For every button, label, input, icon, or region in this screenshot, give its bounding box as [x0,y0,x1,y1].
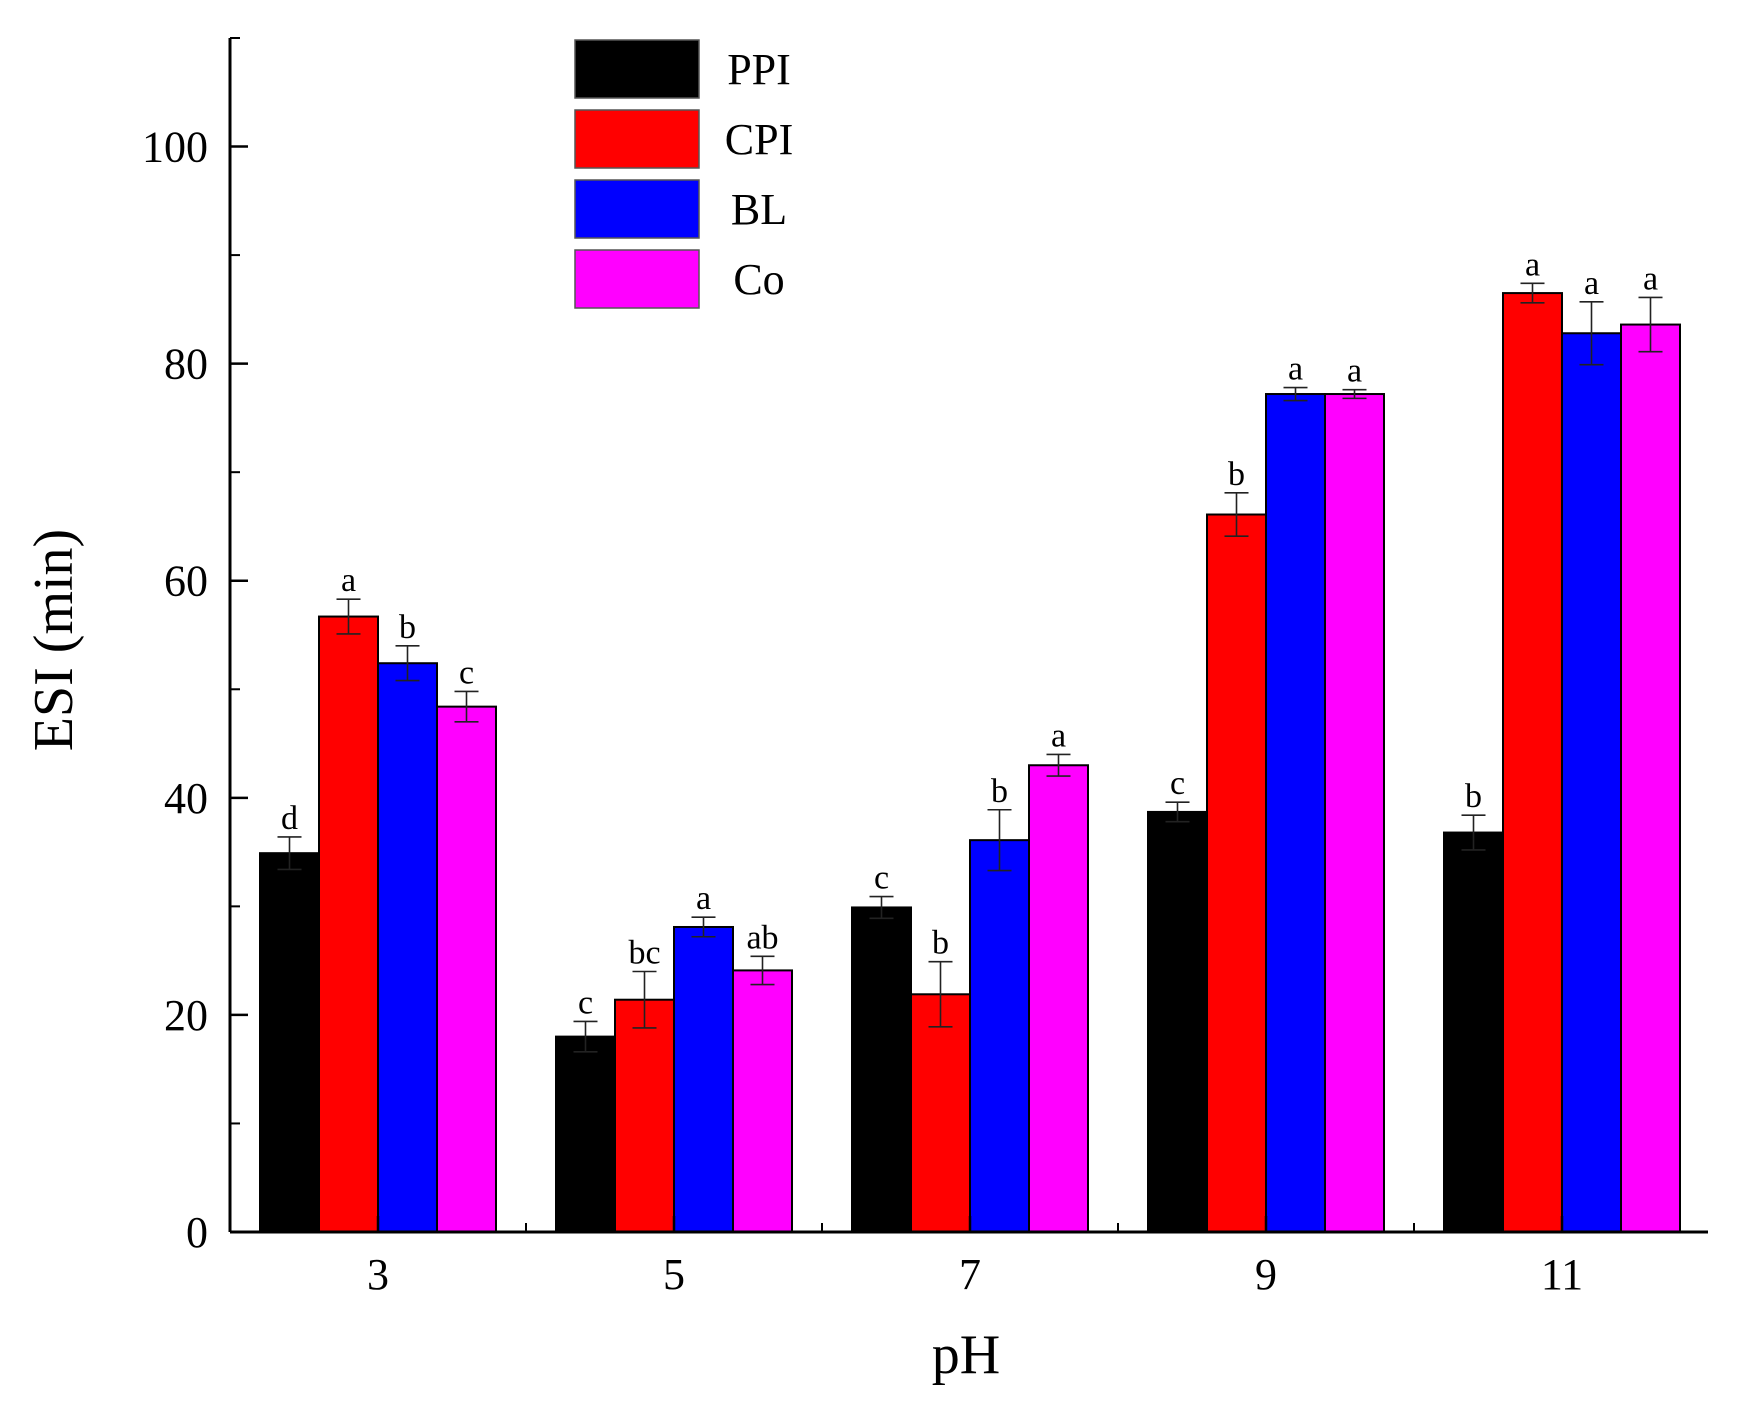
legend-swatch-co [574,249,700,309]
legend-swatch-ppi [574,39,700,99]
error-bar-bl-ph-7 [987,808,1012,872]
error-bar-cpi-ph-11 [1520,282,1545,304]
error-bar-bl-ph-11 [1579,300,1604,366]
x-tick-label-9: 9 [1255,1250,1277,1299]
significance-label-co-ph-11: a [1643,260,1658,297]
error-bar-co-ph-11 [1638,296,1663,353]
bar-co-ph-11 [1620,323,1681,1233]
significance-label-ppi-ph-3: d [281,800,298,837]
y-tick-label: 40 [164,774,208,823]
legend-label-cpi: CPI [725,115,793,164]
error-bar-bl-ph-9 [1283,386,1308,402]
legend-item-ppi: PPI [574,39,791,99]
significance-label-co-ph-9: a [1347,353,1362,390]
x-axis-title: pH [932,1324,1000,1386]
bar-ppi-ph-7 [851,906,912,1233]
x-tick-label-7: 7 [959,1250,981,1299]
error-bar-cpi-ph-9 [1224,492,1249,538]
y-tick-label: 0 [186,1208,208,1257]
y-tick-label: 80 [164,340,208,389]
bar-ppi-ph-11 [1443,831,1504,1233]
bar-bl-ph-3 [377,662,438,1233]
error-bar-ppi-ph-11 [1461,814,1486,851]
y-tick-label: 100 [142,123,208,172]
error-bar-ppi-ph-5 [573,1020,598,1053]
bar-cpi-ph-7 [910,993,971,1233]
x-tick-label-5: 5 [663,1250,685,1299]
significance-label-bl-ph-9: a [1288,351,1303,388]
significance-label-cpi-ph-5: bc [628,934,660,971]
bar-ppi-ph-9 [1147,810,1208,1233]
bar-cpi-ph-9 [1206,513,1267,1233]
significance-label-bl-ph-3: b [399,609,416,646]
error-bar-co-ph-3 [454,690,479,723]
legend-label-ppi: PPI [727,45,791,94]
x-tick-label-11: 11 [1541,1250,1583,1299]
error-bar-ppi-ph-7 [869,895,894,920]
bar-bl-ph-11 [1561,332,1622,1233]
significance-label-ppi-ph-7: c [874,860,889,897]
bar-bl-ph-9 [1265,393,1326,1233]
significance-label-cpi-ph-9: b [1228,456,1245,493]
error-bar-co-ph-9 [1342,388,1367,400]
legend-item-bl: BL [574,179,787,239]
significance-label-bl-ph-7: b [991,773,1008,810]
error-bar-cpi-ph-7 [928,960,953,1028]
significance-label-cpi-ph-11: a [1525,246,1540,283]
error-bar-cpi-ph-5 [632,970,657,1029]
legend-swatch-cpi [574,109,700,169]
y-tick-label: 20 [164,991,208,1040]
significance-label-ppi-ph-9: c [1170,765,1185,802]
legend-label-bl: BL [731,185,787,234]
bar-ppi-ph-5 [555,1035,616,1233]
bar-co-ph-3 [436,705,497,1233]
bar-co-ph-7 [1028,764,1089,1233]
legend-item-cpi: CPI [574,109,793,169]
bar-bl-ph-5 [673,925,734,1233]
bar-ppi-ph-3 [259,852,320,1234]
significance-label-co-ph-3: c [459,654,474,691]
significance-label-cpi-ph-7: b [932,925,949,962]
bar-cpi-ph-11 [1502,292,1563,1233]
legend-item-co: Co [574,249,785,309]
error-bar-ppi-ph-9 [1165,801,1190,823]
bar-cpi-ph-5 [614,998,675,1233]
bar-co-ph-9 [1324,393,1385,1233]
significance-label-co-ph-7: a [1051,717,1066,754]
significance-label-cpi-ph-3: a [341,562,356,599]
bar-cpi-ph-3 [318,615,379,1233]
significance-label-ppi-ph-11: b [1465,778,1482,815]
y-tick-label: 60 [164,557,208,606]
error-bar-bl-ph-3 [395,645,420,682]
bar-bl-ph-7 [969,839,1030,1233]
y-axis-title: ESI (min) [23,529,85,751]
error-bar-ppi-ph-3 [277,836,302,871]
significance-label-bl-ph-5: a [696,880,711,917]
error-bar-cpi-ph-3 [336,598,361,635]
error-bar-co-ph-7 [1046,753,1071,777]
error-bar-bl-ph-5 [691,916,716,938]
significance-label-bl-ph-11: a [1584,265,1599,302]
significance-label-co-ph-5: ab [746,919,778,956]
error-bar-co-ph-5 [750,955,775,986]
x-tick-label-3: 3 [367,1250,389,1299]
legend-swatch-bl [574,179,700,239]
significance-label-ppi-ph-5: c [578,984,593,1021]
legend-label-co: Co [733,255,784,304]
bar-co-ph-5 [732,969,793,1233]
